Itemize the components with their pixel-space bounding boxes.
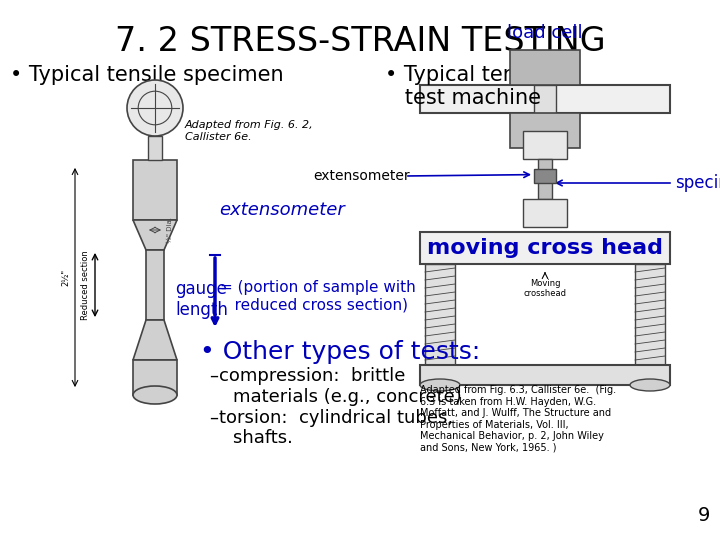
Bar [133,160,177,220]
Bar [523,131,567,159]
Ellipse shape [420,379,460,391]
Text: Adapted from Fig. 6. 2,
Callister 6e.: Adapted from Fig. 6. 2, Callister 6e. [185,120,314,141]
Bar [635,264,665,365]
Bar [510,50,580,85]
Text: 7. 2 STRESS-STRAIN TESTING: 7. 2 STRESS-STRAIN TESTING [114,25,606,58]
Bar [523,199,567,227]
Bar [146,250,164,320]
Bar [538,159,552,199]
Text: extensometer: extensometer [313,169,410,183]
Text: gauge
length: gauge length [175,280,228,319]
Bar [420,365,670,385]
Ellipse shape [630,379,670,391]
Text: • Other types of tests:: • Other types of tests: [200,340,480,364]
Text: • Typical tensile
   test machine: • Typical tensile test machine [385,65,552,108]
Polygon shape [133,220,177,250]
Text: 2½": 2½" [61,269,70,286]
Text: Moving
crosshead: Moving crosshead [523,279,567,299]
Bar [133,360,177,395]
Bar [534,169,556,183]
Bar [420,232,670,264]
Bar [510,113,580,148]
Bar [510,50,580,85]
Text: ½" Dia.: ½" Dia. [167,217,173,243]
Text: = (portion of sample with
   reduced cross section): = (portion of sample with reduced cross … [220,280,415,313]
Bar [133,360,177,395]
Ellipse shape [133,386,177,404]
Text: Adapted from Fig. 6.3, Callister 6e.  (Fig.
6.3 is taken from H.W. Hayden, W.G.
: Adapted from Fig. 6.3, Callister 6e. (Fi… [420,385,616,453]
Text: moving cross head: moving cross head [427,238,663,258]
Text: specimen: specimen [675,174,720,192]
Text: extensometer: extensometer [220,201,345,219]
Bar [510,113,580,148]
Polygon shape [133,320,177,360]
Bar [146,250,164,320]
Bar [425,264,455,365]
Bar [534,85,556,131]
Bar [148,136,162,160]
Circle shape [127,80,183,136]
Text: load cell: load cell [507,24,582,42]
Bar [420,85,670,113]
Text: 9: 9 [698,506,710,525]
Text: • Typical tensile specimen: • Typical tensile specimen [10,65,284,85]
Text: Reduced section: Reduced section [81,250,90,320]
Text: –compression:  brittle
    materials (e.g., concrete)
–torsion:  cylindrical tub: –compression: brittle materials (e.g., c… [210,367,462,448]
Bar [148,136,162,160]
Bar [133,160,177,220]
